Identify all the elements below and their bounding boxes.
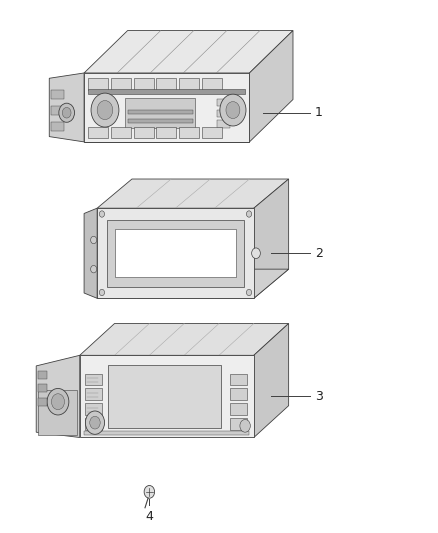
Bar — [107, 220, 244, 287]
Text: 4: 4 — [145, 511, 153, 523]
Bar — [230, 418, 247, 430]
Text: 2: 2 — [315, 247, 323, 260]
Bar — [115, 229, 237, 277]
Circle shape — [99, 289, 105, 296]
Polygon shape — [80, 324, 289, 356]
Polygon shape — [49, 73, 84, 142]
Bar — [39, 371, 47, 379]
Bar — [88, 78, 109, 90]
Bar — [85, 403, 102, 415]
Polygon shape — [84, 30, 293, 73]
Bar — [51, 106, 64, 115]
Circle shape — [220, 94, 246, 126]
Circle shape — [97, 101, 113, 119]
Circle shape — [144, 486, 155, 498]
Polygon shape — [254, 179, 289, 298]
Circle shape — [91, 93, 119, 127]
Polygon shape — [80, 356, 254, 438]
Circle shape — [226, 102, 240, 118]
Polygon shape — [254, 324, 289, 438]
Bar — [217, 99, 230, 107]
Bar — [51, 90, 64, 100]
Bar — [230, 403, 247, 415]
Polygon shape — [97, 179, 289, 208]
Bar — [88, 89, 245, 94]
Circle shape — [99, 211, 105, 217]
Bar — [51, 122, 64, 131]
Bar — [85, 389, 102, 400]
Polygon shape — [84, 73, 250, 142]
Bar — [39, 398, 47, 406]
Circle shape — [47, 389, 69, 415]
Circle shape — [240, 419, 251, 432]
Bar — [179, 78, 199, 90]
Polygon shape — [36, 356, 80, 438]
Text: 1: 1 — [315, 106, 323, 119]
Bar — [179, 127, 199, 138]
Bar — [230, 374, 247, 385]
Bar — [85, 374, 102, 385]
Bar — [111, 127, 131, 138]
Bar — [156, 78, 177, 90]
Bar — [201, 127, 222, 138]
Polygon shape — [97, 269, 289, 298]
Bar — [88, 127, 109, 138]
Circle shape — [62, 108, 71, 118]
Bar — [217, 110, 230, 117]
Bar — [230, 389, 247, 400]
Circle shape — [85, 411, 105, 434]
Circle shape — [51, 394, 64, 410]
Circle shape — [59, 103, 74, 122]
Bar — [201, 78, 222, 90]
Circle shape — [90, 416, 100, 429]
Bar — [85, 418, 102, 430]
Bar — [84, 431, 250, 435]
Polygon shape — [97, 208, 254, 298]
Text: 3: 3 — [315, 390, 323, 403]
Circle shape — [252, 248, 260, 259]
Circle shape — [247, 211, 252, 217]
Polygon shape — [250, 30, 293, 142]
Polygon shape — [84, 208, 97, 298]
Bar — [39, 390, 77, 435]
Circle shape — [91, 236, 97, 244]
Bar — [111, 78, 131, 90]
Bar — [156, 127, 177, 138]
Bar — [125, 99, 195, 127]
Bar — [127, 119, 193, 123]
Bar — [134, 78, 154, 90]
Circle shape — [247, 289, 252, 296]
Bar — [127, 110, 193, 114]
Bar — [108, 365, 221, 428]
Bar — [39, 384, 47, 392]
Circle shape — [91, 265, 97, 273]
Bar — [217, 120, 230, 127]
Bar — [134, 127, 154, 138]
